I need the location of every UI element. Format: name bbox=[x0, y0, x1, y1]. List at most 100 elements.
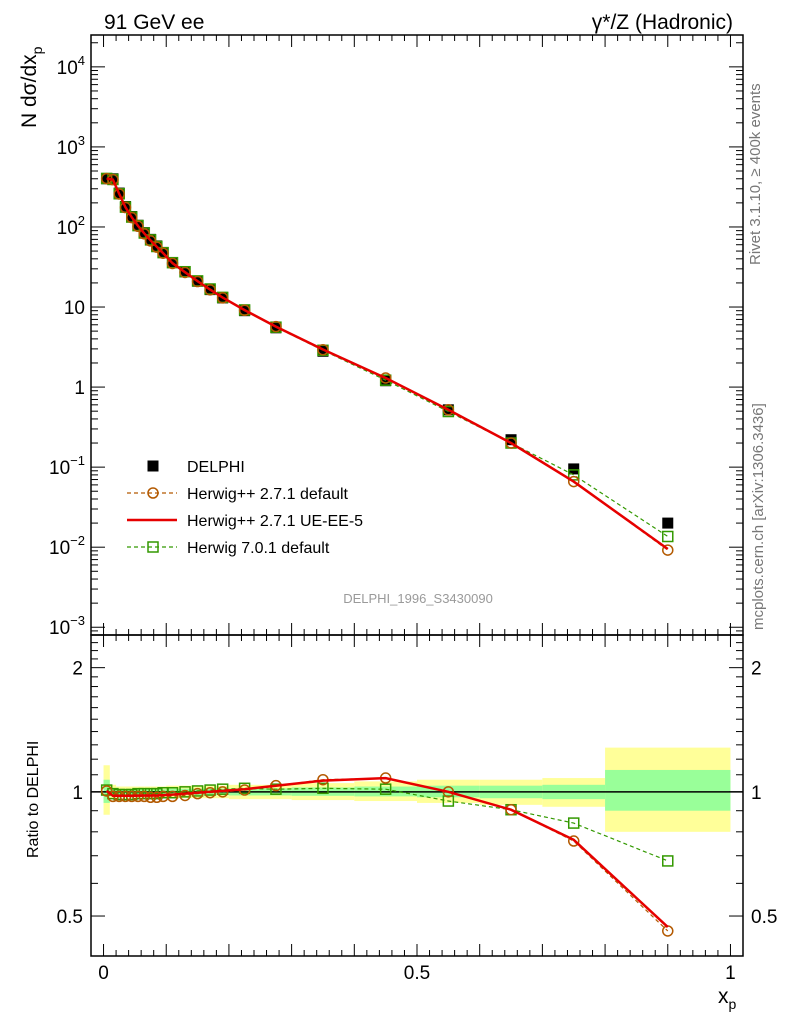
main-series-1-point-3 bbox=[119, 201, 132, 214]
legend-label-0: DELPHI bbox=[187, 459, 245, 476]
legend-label-1: Herwig++ 2.7.1 default bbox=[187, 486, 349, 503]
ratio-y-tick-label: 1 bbox=[72, 783, 83, 804]
tick-base: 10 bbox=[64, 298, 85, 319]
main-series-1-point-18 bbox=[379, 372, 392, 384]
tick-exponent: 4 bbox=[78, 53, 85, 68]
mcplots-label: mcplots.cern.ch [arXiv:1306.3436] bbox=[750, 403, 767, 630]
ratio-series-2-point-11 bbox=[179, 786, 191, 798]
tick-base: 10 bbox=[49, 618, 70, 639]
x-tick-label: 0.5 bbox=[404, 963, 430, 984]
tick-base: 10 bbox=[57, 138, 78, 159]
ratio-panel: 0 0.5 1 2 2 1 1 0.5 0.5 bbox=[57, 634, 777, 984]
main-series-1-point-12 bbox=[191, 275, 204, 288]
tick-base: 10 bbox=[49, 538, 70, 559]
main-series-1-point-5 bbox=[132, 220, 144, 233]
ratio-series-0-point-21 bbox=[567, 835, 580, 847]
ratio-y-tick-label: 2 bbox=[72, 659, 83, 680]
main-series-3-point-22 bbox=[662, 530, 674, 543]
main-y-tick-label: 102 bbox=[57, 213, 85, 239]
main-series-1-point-8 bbox=[151, 241, 163, 253]
tick-base: 1 bbox=[74, 378, 85, 399]
tick-exponent: −2 bbox=[70, 533, 85, 548]
ratio-series-2-point-8 bbox=[151, 787, 163, 800]
tick-exponent: −1 bbox=[70, 453, 85, 468]
analysis-id: DELPHI_1996_S3430090 bbox=[343, 591, 493, 606]
main-series-1-point-20 bbox=[505, 437, 517, 449]
legend: DELPHI Herwig++ 2.7.1 default Herwig++ 2.7… bbox=[127, 459, 363, 557]
main-series-1-point-2 bbox=[113, 188, 125, 200]
main-ylabel-sub: p bbox=[29, 46, 45, 54]
ratio-series-0-point-11 bbox=[179, 789, 191, 802]
main-y-tick-label: 10 bbox=[64, 298, 85, 319]
main-ylabel: N dσ/dxp bbox=[18, 46, 45, 128]
legend-marker-1 bbox=[147, 487, 159, 499]
ratio-series-0-point-20 bbox=[505, 803, 517, 816]
main-series-1-point-6 bbox=[138, 228, 151, 240]
legend-marker-3 bbox=[147, 541, 159, 553]
header-right: γ*/Z (Hadronic) bbox=[592, 11, 733, 34]
ratio-series-2-point-7 bbox=[144, 787, 157, 800]
ratio-series-0-point-8 bbox=[151, 791, 163, 804]
ratio-series-2-point-18 bbox=[379, 783, 392, 795]
main-series-0-point-22 bbox=[662, 517, 674, 529]
main-series-1-point-19 bbox=[442, 404, 455, 416]
ratio-xlabel-sub: p bbox=[729, 996, 737, 1012]
main-ylabel-text: N dσ/dx bbox=[18, 54, 41, 128]
main-y-tick-label: 104 bbox=[57, 53, 85, 79]
tick-exponent: −3 bbox=[70, 613, 85, 628]
main-series-0-point-21 bbox=[568, 463, 580, 475]
ratio-xlabel: xp bbox=[718, 985, 737, 1012]
ratio-series-2-point-22 bbox=[662, 855, 674, 867]
tick-exponent: 2 bbox=[78, 213, 85, 228]
ratio-xlabel-text: x bbox=[718, 985, 729, 1008]
legend-label-3: Herwig 7.0.1 default bbox=[187, 540, 330, 557]
main-series-1-point-7 bbox=[144, 235, 157, 247]
x-tick-label: 1 bbox=[725, 963, 736, 984]
main-series-1-point-9 bbox=[157, 247, 169, 259]
main-y-tick-label: 10−1 bbox=[49, 453, 85, 479]
ratio-series-2-point-16 bbox=[270, 783, 282, 795]
ratio-ylabel: Ratio to DELPHI bbox=[25, 741, 42, 858]
main-y-tick-label: 1 bbox=[74, 378, 85, 399]
main-series-1-point-10 bbox=[166, 257, 179, 270]
ratio-series-0-point-7 bbox=[144, 791, 157, 804]
legend-marker-0 bbox=[147, 460, 159, 472]
main-series-0-point-20 bbox=[505, 434, 517, 446]
main-series-1-point-11 bbox=[179, 266, 191, 279]
ratio-series-2-point-21 bbox=[567, 817, 580, 829]
main-series-1-point-14 bbox=[216, 292, 229, 304]
ratio-series-2-point-17 bbox=[317, 782, 329, 795]
ratio-y-tick-label-right: 2 bbox=[751, 659, 762, 680]
main-series-0-point-17 bbox=[317, 345, 329, 357]
x-tick-label: 0 bbox=[98, 963, 109, 984]
main-series-1-point-17 bbox=[317, 343, 329, 356]
ratio-y-tick-label-right: 0.5 bbox=[751, 907, 777, 928]
ratio-y-tick-label-right: 1 bbox=[751, 783, 762, 804]
tick-base: 10 bbox=[57, 218, 78, 239]
main-series-1-point-13 bbox=[204, 284, 216, 296]
main-series-1-point-15 bbox=[238, 304, 251, 317]
main-series-3-point-21 bbox=[567, 469, 580, 481]
main-series-1-point-22 bbox=[662, 544, 674, 556]
ratio-band-inner-10 bbox=[605, 769, 731, 811]
main-series-1-point-4 bbox=[126, 211, 138, 224]
ratio-series-1-line bbox=[105, 776, 669, 929]
main-y-tick-label: 10−3 bbox=[49, 613, 85, 639]
tick-base: 10 bbox=[49, 458, 70, 479]
ratio-series-2-point-19 bbox=[442, 795, 455, 807]
header-left: 91 GeV ee bbox=[104, 11, 204, 34]
ratio-series-0-point-10 bbox=[166, 790, 179, 803]
tick-exponent: 3 bbox=[78, 133, 85, 148]
tick-base: 10 bbox=[57, 58, 78, 79]
ratio-y-tick-label: 0.5 bbox=[57, 907, 83, 928]
main-series-1-point-21 bbox=[567, 475, 580, 488]
main-y-tick-label: 103 bbox=[57, 133, 85, 159]
main-y-tick-label: 10−2 bbox=[49, 533, 85, 559]
rivet-label: Rivet 3.1.10, ≥ 400k events bbox=[747, 83, 764, 265]
main-series-2-line bbox=[106, 177, 669, 551]
main-series-3-line bbox=[106, 177, 669, 538]
main-series-1-point-16 bbox=[270, 320, 282, 333]
legend-label-2: Herwig++ 2.7.1 UE-EE-5 bbox=[187, 513, 363, 530]
